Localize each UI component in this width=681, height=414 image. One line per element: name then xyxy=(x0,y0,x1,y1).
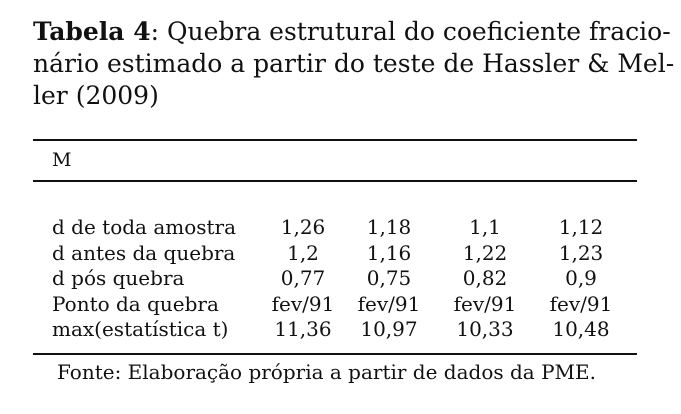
row-label: d antes da quebra xyxy=(52,240,236,265)
cell: 1,18 xyxy=(366,215,412,239)
cell: 11,36 xyxy=(274,317,332,341)
table-row: d antes da quebra 1,2 1,16 1,22 1,23 xyxy=(52,241,629,267)
cell: 1,16 xyxy=(366,240,412,265)
cell: 0,9 xyxy=(565,266,597,290)
row-label: Ponto da quebra xyxy=(52,291,219,316)
caption-line-2: nário estimado a partir do teste de Hass… xyxy=(33,49,675,78)
table-source: Fonte: Elaboração própria a partir de da… xyxy=(57,360,596,384)
cell: 10,48 xyxy=(552,317,610,341)
table-row: max(estatística t) 11,36 10,97 10,33 10,… xyxy=(52,317,629,343)
bottom-rule xyxy=(33,353,637,355)
caption-text-1: Quebra estrutural do coeficiente fracio- xyxy=(159,17,671,46)
cell: 0,82 xyxy=(462,266,508,290)
cell: 1,23 xyxy=(558,240,604,265)
cell: fev/91 xyxy=(453,291,517,316)
cell: 10,33 xyxy=(456,317,514,341)
cell: fev/91 xyxy=(549,291,613,316)
table-row: d de toda amostra 1,26 1,18 1,1 1,12 xyxy=(52,215,629,241)
cell: 1,22 xyxy=(462,240,508,265)
caption-line-3: ler (2009) xyxy=(33,81,159,110)
data-table: d de toda amostra 1,26 1,18 1,1 1,12 d a… xyxy=(52,215,629,343)
row-label: d de toda amostra xyxy=(52,215,237,239)
cell: 1,12 xyxy=(558,215,604,239)
caption-label: Tabela 4 xyxy=(33,17,151,46)
cell: 1,26 xyxy=(280,215,326,239)
cell: 1,1 xyxy=(469,215,501,239)
table-row: Ponto da quebra fev/91 fev/91 fev/91 fev… xyxy=(52,292,629,318)
table-row: d pós quebra 0,77 0,75 0,82 0,9 xyxy=(52,266,629,292)
cell: 0,77 xyxy=(280,266,326,290)
cell: fev/91 xyxy=(271,291,335,316)
cell: 0,75 xyxy=(366,266,412,290)
top-rule xyxy=(33,139,637,141)
cell: fev/91 xyxy=(357,291,421,316)
table-caption: Tabela 4: Quebra estrutural do coeficien… xyxy=(33,16,675,112)
row-label: d pós quebra xyxy=(52,266,185,290)
table-header: M xyxy=(52,149,72,171)
caption-line-1: Tabela 4: Quebra estrutural do coeficien… xyxy=(33,16,671,48)
cell: 1,2 xyxy=(287,240,319,265)
cell: 10,97 xyxy=(360,317,418,341)
row-label: max(estatística t) xyxy=(52,317,229,341)
header-rule xyxy=(33,180,637,182)
caption-separator: : xyxy=(150,17,160,46)
